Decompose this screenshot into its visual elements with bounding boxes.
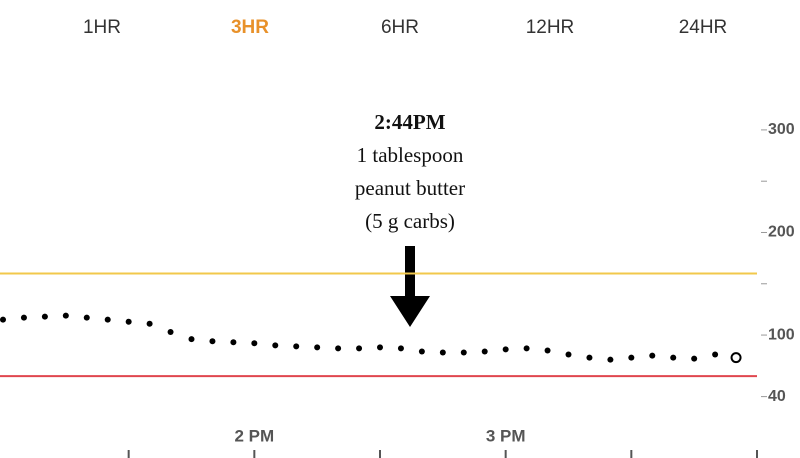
glucose-reading [439, 349, 446, 356]
glucose-reading [418, 348, 425, 355]
arrow-head [390, 296, 430, 327]
y-tick-label: 200 [768, 224, 795, 241]
glucose-reading [104, 316, 111, 323]
glucose-reading [481, 348, 488, 355]
glucose-reading [20, 314, 27, 321]
glucose-reading [230, 339, 237, 346]
range-tab[interactable]: 12HR [526, 17, 575, 38]
glucose-reading [628, 354, 635, 361]
y-tick-label: 300 [768, 121, 795, 138]
annotation-line: peanut butter [355, 176, 465, 200]
glucose-reading [565, 351, 572, 358]
range-tab[interactable]: 3HR [231, 17, 269, 38]
glucose-reading [691, 355, 698, 362]
glucose-reading [460, 349, 467, 356]
annotation-line: (5 g carbs) [365, 209, 455, 233]
glucose-reading [167, 328, 174, 335]
glucose-reading [586, 354, 593, 361]
glucose-reading [146, 320, 153, 327]
glucose-reading [272, 342, 279, 349]
glucose-reading [730, 352, 742, 364]
glucose-reading [41, 313, 48, 320]
glucose-reading [188, 336, 195, 343]
glucose-reading [377, 344, 383, 351]
glucose-reading [209, 338, 216, 345]
glucose-reading [502, 346, 509, 353]
glucose-reading [314, 344, 321, 351]
annotation-time: 2:44PM [374, 110, 445, 134]
annotation-line: 1 tablespoon [357, 143, 464, 167]
glucose-reading [712, 351, 719, 358]
glucose-reading [544, 347, 551, 354]
glucose-reading [670, 354, 677, 361]
glucose-reading [356, 345, 363, 352]
glucose-reading [649, 352, 656, 359]
y-tick-label: 100 [768, 326, 795, 343]
range-tab[interactable]: 1HR [83, 17, 121, 38]
arrow-shaft [405, 246, 415, 298]
glucose-reading [335, 345, 342, 352]
glucose-reading [251, 340, 258, 347]
glucose-reading [293, 343, 300, 350]
glucose-reading [125, 318, 132, 325]
glucose-reading [62, 312, 69, 319]
glucose-reading [0, 316, 6, 323]
range-tab[interactable]: 24HR [679, 17, 728, 38]
y-tick-label: 40 [768, 388, 786, 405]
x-tick-label: 3 PM [486, 426, 526, 445]
glucose-reading [83, 314, 90, 321]
glucose-reading [397, 345, 404, 352]
glucose-reading [607, 356, 614, 363]
glucose-reading [523, 345, 530, 352]
range-tab[interactable]: 6HR [381, 17, 419, 38]
x-tick-label: 2 PM [234, 426, 274, 445]
